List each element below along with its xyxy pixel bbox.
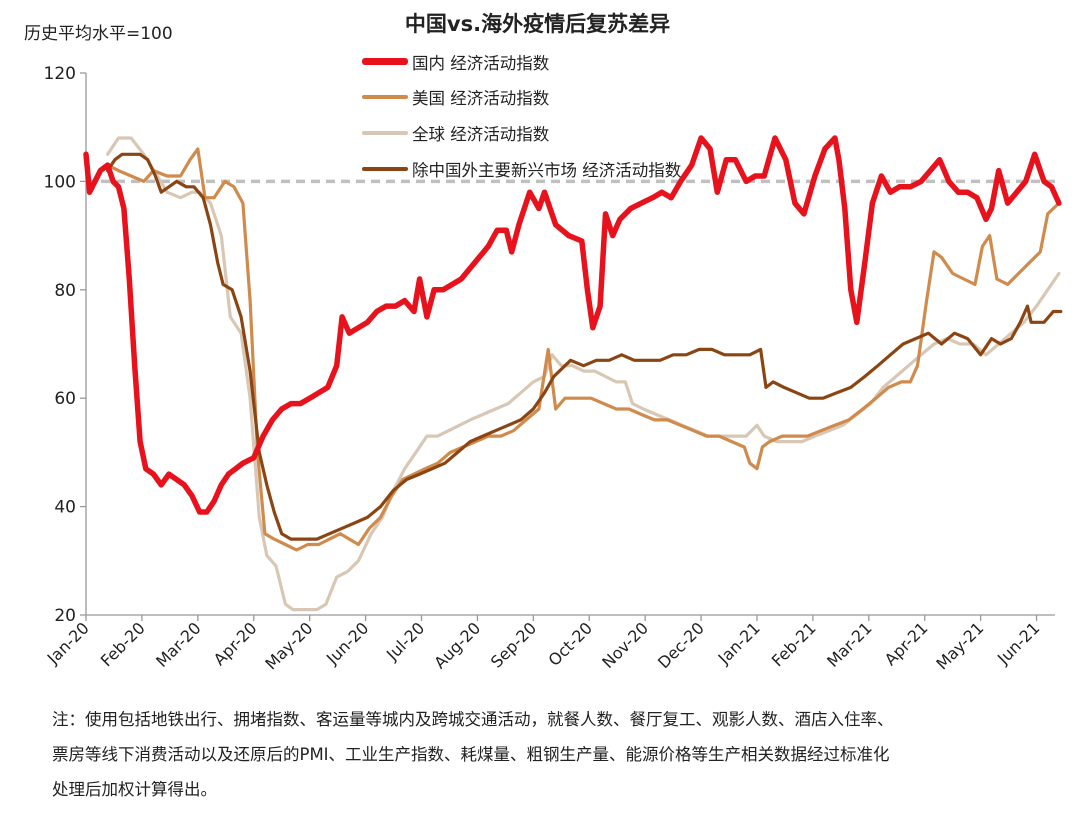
legend-label-us: 美国 经济活动指数	[412, 89, 550, 109]
x-tick-label: Mar-21	[823, 618, 876, 671]
y-tick-label: 80	[54, 281, 76, 301]
x-tick-label: Jan-21	[714, 618, 764, 668]
legend-item: 全球 经济活动指数	[362, 115, 681, 151]
legend-swatch-global	[362, 130, 408, 135]
x-tick-label: Jun-21	[993, 618, 1043, 668]
x-tick-label: Sep-20	[487, 618, 540, 671]
footnote-line: 票房等线下消费活动以及还原后的PMI、工业生产指数、耗煤量、粗钢生产量、能源价格…	[52, 745, 890, 764]
x-tick-label: Jun-20	[322, 618, 372, 668]
y-tick-label: 100	[44, 172, 76, 192]
x-tick-label: Nov-20	[598, 618, 652, 672]
chart-title: 中国vs.海外疫情后复苏差异	[404, 12, 671, 36]
x-tick-label: Aug-20	[430, 618, 484, 672]
y-tick-label: 60	[54, 389, 76, 409]
legend-swatch-domestic	[362, 58, 408, 66]
legend-item: 国内 经济活动指数	[362, 44, 681, 80]
y-tick-label: 40	[54, 498, 76, 518]
legend-swatch-em	[362, 166, 408, 171]
x-tick-label: Oct-20	[545, 618, 596, 669]
x-tick-label: Apr-21	[881, 618, 932, 669]
y-tick-label: 20	[54, 606, 76, 626]
y-tick-label: 120	[44, 64, 76, 84]
series-line-us	[106, 147, 1061, 552]
x-tick-label: Jul-20	[382, 618, 428, 664]
legend-item: 除中国外主要新兴市场 经济活动指数	[362, 151, 681, 187]
legend-label-domestic: 国内 经济活动指数	[412, 53, 550, 73]
x-tick-label: Feb-20	[97, 618, 149, 670]
series-line-domestic	[83, 135, 1062, 515]
x-tick-label: Mar-20	[152, 618, 205, 671]
legend-item: 美国 经济活动指数	[362, 80, 681, 116]
x-tick-label: May-21	[932, 618, 987, 673]
legend: 国内 经济活动指数 美国 经济活动指数 全球 经济活动指数 除中国外主要新兴市场…	[362, 44, 681, 186]
series-group	[83, 135, 1063, 612]
y-axis-label: 历史平均水平=100	[24, 24, 173, 44]
legend-label-global: 全球 经济活动指数	[412, 124, 550, 144]
x-tick-label: Dec-20	[654, 618, 708, 672]
x-tick-label: Feb-21	[768, 618, 820, 670]
series-line-em	[106, 152, 1063, 541]
series-line-global	[106, 136, 1061, 612]
footnote-line: 注：使用包括地铁出行、拥堵指数、客运量等城内及跨城交通活动，就餐人数、餐厅复工、…	[52, 710, 894, 729]
footnote-line: 处理后加权计算得出。	[52, 780, 217, 799]
x-tick-label: Apr-20	[210, 618, 261, 669]
footnote: 注：使用包括地铁出行、拥堵指数、客运量等城内及跨城交通活动，就餐人数、餐厅复工、…	[52, 702, 1062, 807]
legend-label-em: 除中国外主要新兴市场 经济活动指数	[412, 160, 682, 180]
x-tick-label: May-20	[261, 618, 316, 673]
legend-swatch-us	[362, 95, 408, 100]
